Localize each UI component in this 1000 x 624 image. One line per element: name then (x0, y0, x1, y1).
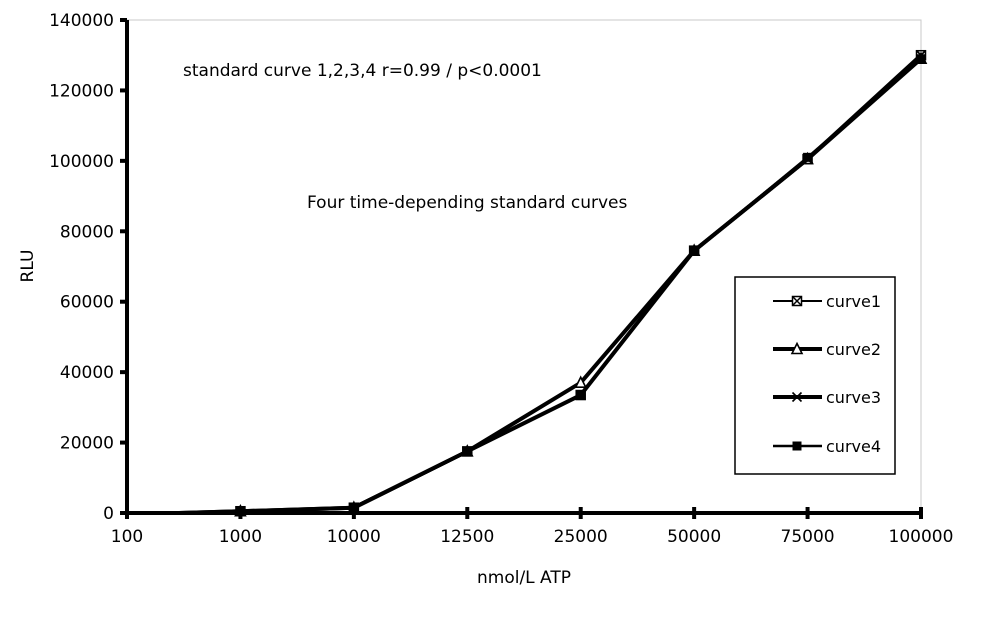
data-point-curve2 (574, 375, 588, 389)
y-tick-label: 20000 (60, 434, 114, 454)
x-tick-label: 100 (111, 527, 143, 547)
y-tick-label: 120000 (49, 81, 114, 101)
data-point-curve4 (689, 246, 699, 256)
x-ticks: 100 1000 10000 12500 25000 50000 75000 100000 (111, 507, 954, 547)
legend-item-curve4: curve4 (773, 437, 881, 456)
y-axis-title: RLU (18, 250, 38, 283)
data-point-curve4 (576, 390, 586, 400)
x-tick-label: 50000 (667, 527, 721, 547)
x-tick-label: 12500 (440, 527, 494, 547)
legend-box (734, 276, 896, 475)
series-line-curve4 (178, 57, 922, 515)
x-tick-label: 10000 (327, 527, 381, 547)
legend-label: curve4 (826, 437, 881, 456)
legend-marker (791, 295, 803, 307)
data-point-curve4 (462, 446, 472, 456)
legend-marker (792, 441, 802, 451)
series-layer (178, 49, 928, 517)
legend: curve1 curve2 curve3 curve4 (734, 276, 896, 475)
legend-label: curve3 (826, 388, 881, 407)
y-tick-label: 100000 (49, 152, 114, 172)
annotation-title: Four time-depending standard curves (307, 193, 627, 213)
legend-label: curve1 (826, 292, 881, 311)
legend-item-curve2: curve2 (773, 340, 881, 359)
legend-marker (790, 341, 804, 355)
y-tick-label: 40000 (60, 363, 114, 383)
legend-item-curve3: curve3 (773, 388, 881, 407)
legend-label: curve2 (826, 340, 881, 359)
data-point-curve4 (803, 152, 813, 162)
x-tick-label: 1000 (219, 527, 262, 547)
y-tick-label: 60000 (60, 293, 114, 313)
x-axis-title: nmol/L ATP (477, 568, 571, 588)
x-tick-label: 25000 (554, 527, 608, 547)
y-tick-label: 0 (103, 504, 114, 524)
x-tick-label: 100000 (889, 527, 954, 547)
legend-items: curve1 curve2 curve3 curve4 (773, 292, 881, 456)
legend-item-curve1: curve1 (773, 292, 881, 311)
x-tick-label: 75000 (781, 527, 835, 547)
legend-marker (791, 391, 803, 403)
data-point-curve4 (916, 54, 926, 64)
y-ticks: 0 20000 40000 60000 80000 100000 120000 140000 (49, 11, 127, 524)
y-tick-label: 140000 (49, 11, 114, 31)
y-tick-label: 80000 (60, 222, 114, 242)
annotation-stats: standard curve 1,2,3,4 r=0.99 / p<0.0001 (183, 61, 542, 81)
